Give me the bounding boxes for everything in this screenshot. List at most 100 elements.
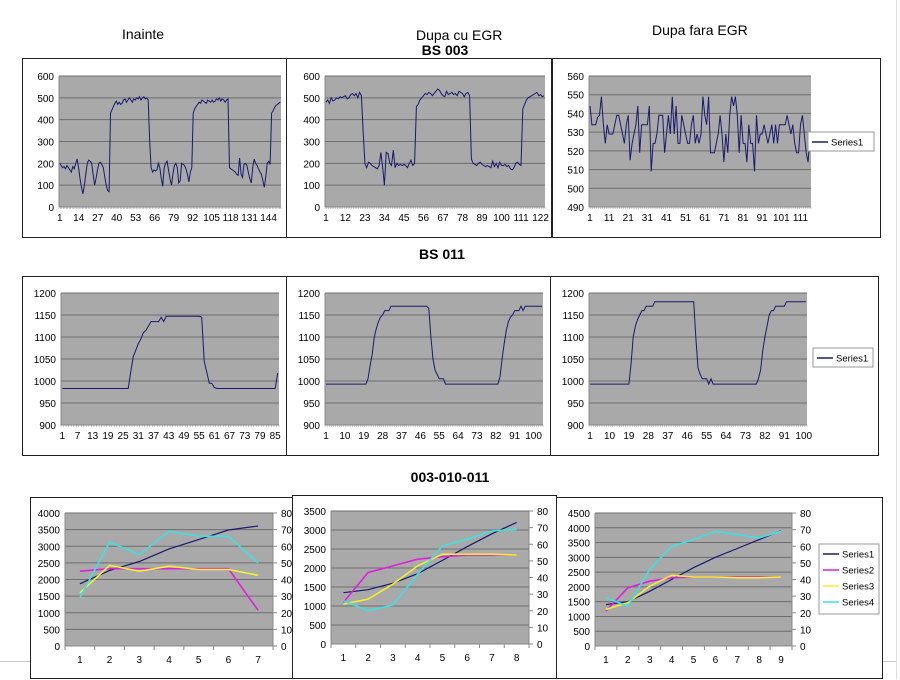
x-tick-label: 56 xyxy=(418,213,430,224)
series-line-1 xyxy=(590,301,806,386)
y-tick-label: 560 xyxy=(567,72,584,83)
x-tick-label: 1 xyxy=(587,431,593,442)
x-tick-label: 2 xyxy=(107,655,113,666)
y-tick-label: 2000 xyxy=(568,583,591,594)
x-tick-label: 3 xyxy=(137,655,143,666)
x-tick-label: 82 xyxy=(490,431,502,442)
chart-bs003-cu-egr: 0 100 200 300 400 500 600 1 12 23 34 45 56 67 78 89 100 1… xyxy=(286,58,552,238)
legend-label: Series1 xyxy=(836,354,868,365)
y-tick-label: 3500 xyxy=(304,507,327,518)
x-tick-label: 31 xyxy=(642,213,654,224)
legend: Series1 Series2 Series3 Series4 xyxy=(818,543,880,615)
column-header-dupa-cu-egr: Dupa cu EGR xyxy=(416,27,503,43)
x-tick-label: 1 xyxy=(603,655,609,666)
x-tick-label: 8 xyxy=(514,653,520,664)
y-tick-label: 2000 xyxy=(38,576,61,587)
x-tick-label: 28 xyxy=(643,431,655,442)
y-tick-label: 1200 xyxy=(298,289,321,300)
y-tick-label: 530 xyxy=(567,128,584,139)
x-tick-label: 81 xyxy=(737,213,749,224)
x-tick-label: 100 xyxy=(493,213,510,224)
x-tick-label: 27 xyxy=(92,213,104,224)
x-tick-label: 91 xyxy=(779,431,791,442)
chart-multi-inainte: 0 500 1000 1500 2000 2500 3000 3500 4000 1 2 3 4 5 6 7 0… xyxy=(30,497,293,679)
y2-tick-label: 70 xyxy=(537,524,549,535)
y2-tick-label: 60 xyxy=(537,540,549,551)
x-tick-label: 67 xyxy=(224,431,236,442)
y-tick-label: 900 xyxy=(303,421,320,432)
y-tick-label: 1000 xyxy=(304,602,327,613)
y-tick-label: 1000 xyxy=(568,612,591,623)
y-tick-label: 1200 xyxy=(562,289,585,300)
x-tick-label: 1 xyxy=(59,431,65,442)
series-line-1 xyxy=(325,88,545,186)
section-title-003-010-011: 003-010-011 xyxy=(410,469,490,485)
y2-tick-label: 50 xyxy=(281,559,293,570)
y2-tick-label: 50 xyxy=(800,559,812,570)
legend: Series1 xyxy=(807,131,875,152)
column-header-inainte: Inainte xyxy=(122,26,165,42)
y-tick-label: 1100 xyxy=(34,333,56,344)
x-tick-label: 12 xyxy=(340,213,352,224)
chart-multi-fara-egr: 0 500 1000 1500 2000 2500 3000 3500 4000 4500 1 2 3 4… xyxy=(556,497,883,679)
x-tick-label: 73 xyxy=(740,431,752,442)
y-tick-label: 950 xyxy=(567,399,584,410)
column-header-dupa-fara-egr: Dupa fara EGR xyxy=(652,22,748,38)
y-tick-label: 2500 xyxy=(304,545,327,556)
x-tick-label: 21 xyxy=(623,213,635,224)
series-line-1 xyxy=(59,95,281,195)
x-tick-label: 10 xyxy=(339,431,351,442)
y2-tick-label: 80 xyxy=(537,507,549,518)
x-tick-label: 51 xyxy=(680,213,692,224)
x-tick-label: 78 xyxy=(457,213,469,224)
x-tick-label: 7 xyxy=(489,653,495,664)
series-line-4 xyxy=(343,528,517,612)
x-tick-label: 73 xyxy=(471,431,483,442)
y-tick-label: 550 xyxy=(567,91,584,102)
y-tick-label: 3500 xyxy=(568,539,591,550)
page-edge xyxy=(896,0,897,679)
series-line-4 xyxy=(79,530,259,599)
y-tick-label: 1000 xyxy=(34,377,57,388)
legend: Series1 xyxy=(812,347,874,368)
y2-tick-label: 10 xyxy=(800,625,812,636)
x-tick-label: 6 xyxy=(464,653,470,664)
line-chart: 0 100 200 300 400 500 600 1 14 27 40 53 66 79 92 105 118… xyxy=(37,72,282,224)
y-tick-label: 1000 xyxy=(298,377,321,388)
x-tick-label: 2 xyxy=(625,655,631,666)
y-tick-label: 500 xyxy=(573,627,590,638)
x-tick-label: 101 xyxy=(773,213,790,224)
chart-bs003-inainte: 0 100 200 300 400 500 600 1 14 27 40 53 66 79 92 105 118… xyxy=(22,58,287,238)
y2-tick-label: 10 xyxy=(281,625,293,636)
y-tick-label: 4500 xyxy=(568,509,591,520)
y-tick-label: 4000 xyxy=(38,509,61,520)
x-tick-label: 34 xyxy=(379,213,391,224)
x-tick-label: 7 xyxy=(255,655,261,666)
x-tick-label: 45 xyxy=(398,213,410,224)
y-tick-label: 2500 xyxy=(38,559,61,570)
x-tick-label: 8 xyxy=(756,655,762,666)
x-tick-label: 37 xyxy=(396,431,408,442)
x-tick-label: 7 xyxy=(75,431,81,442)
y-tick-label: 500 xyxy=(43,625,60,636)
x-tick-label: 19 xyxy=(623,431,635,442)
x-tick-label: 13 xyxy=(87,431,99,442)
y-tick-label: 1000 xyxy=(562,377,585,388)
y-tick-label: 1500 xyxy=(38,592,61,603)
y-tick-label: 3000 xyxy=(38,542,61,553)
x-tick-label: 49 xyxy=(178,431,190,442)
y-tick-label: 1050 xyxy=(298,355,321,366)
x-tick-label: 5 xyxy=(196,655,202,666)
y2-tick-label: 30 xyxy=(537,590,549,601)
x-tick-label: 46 xyxy=(415,431,427,442)
x-tick-label: 11 xyxy=(604,213,615,224)
x-tick-label: 122 xyxy=(532,213,549,224)
x-tick-label: 31 xyxy=(133,431,145,442)
y-tick-label: 1050 xyxy=(562,355,585,366)
x-tick-label: 92 xyxy=(187,213,199,224)
chart-bs011-inainte: 900 950 1000 1050 1100 1150 1200 1 7 13 19 25 31 37 43… xyxy=(22,276,287,456)
x-tick-label: 131 xyxy=(241,213,258,224)
